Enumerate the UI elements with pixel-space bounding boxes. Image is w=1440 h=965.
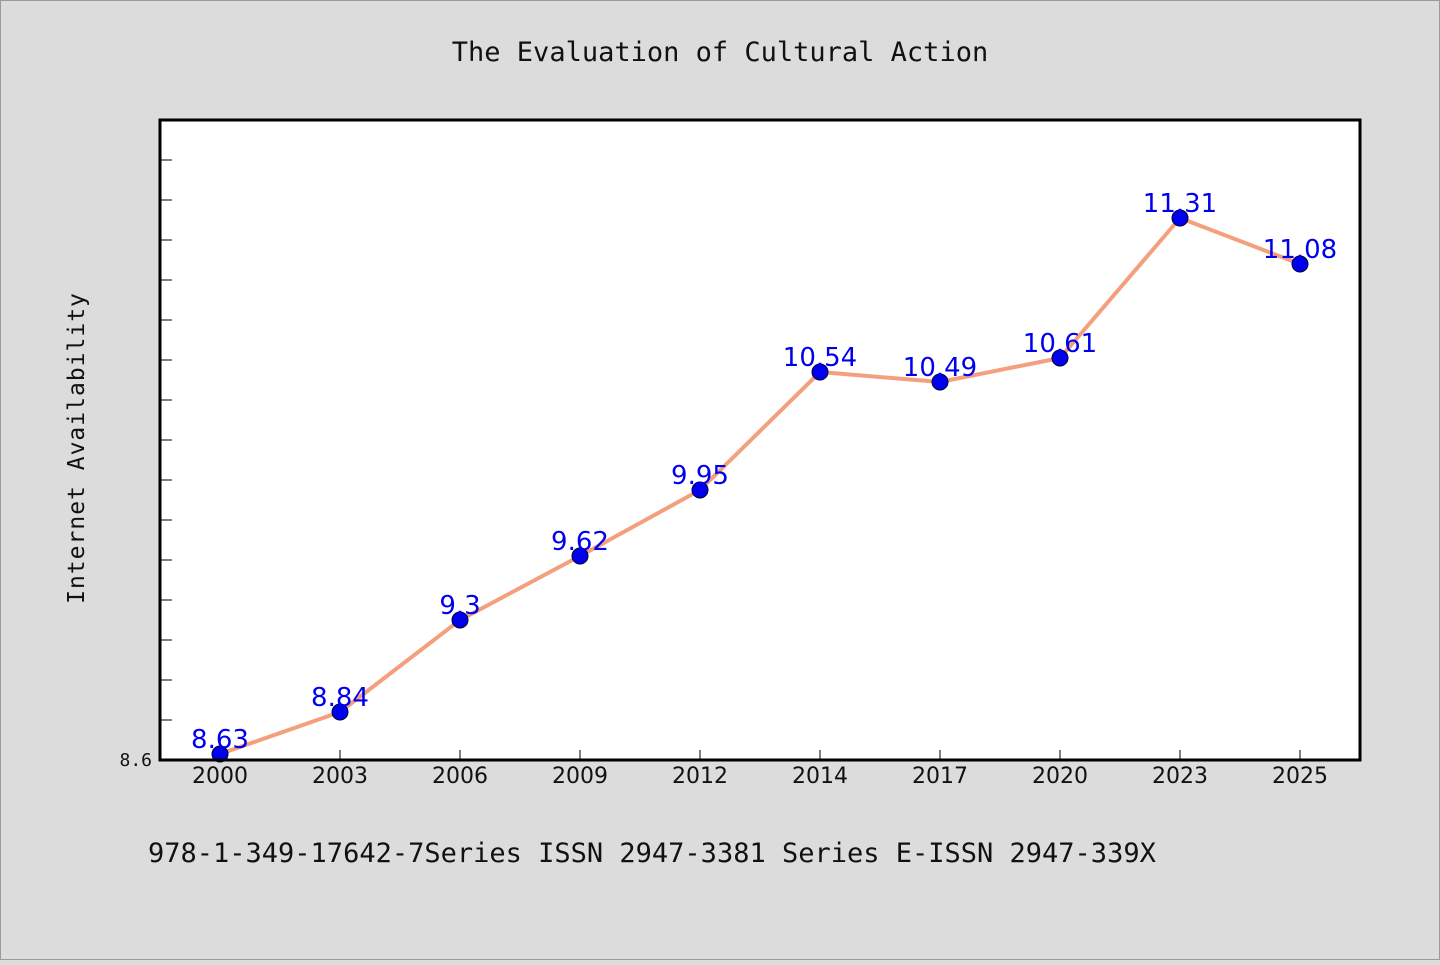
plot-area [160,120,1360,760]
data-label: 8.63 [191,725,249,755]
x-tick-label: 2009 [552,764,608,789]
data-label: 10.49 [903,353,977,383]
data-label: 9.62 [551,527,609,557]
data-point [1291,255,1309,273]
data-point [931,373,949,391]
series-line [218,216,1302,756]
data-label: 9.3 [439,591,480,621]
data-point [691,481,709,499]
data-label: 11.08 [1263,235,1337,265]
data-label: 9.95 [671,461,729,491]
data-label: 10.54 [783,343,857,373]
x-axis-tick-labels: 2000 2003 2006 2009 2012 2014 2017 2020 2023 2025 [192,764,1328,789]
x-tick-label: 2003 [312,764,368,789]
data-point [811,363,829,381]
x-tick-label: 2020 [1032,764,1088,789]
data-label: 8.84 [311,683,369,713]
data-points [211,209,1309,763]
x-tick-label: 2025 [1272,764,1328,789]
x-tick-label: 2014 [792,764,848,789]
data-point [451,611,469,629]
x-tick-label: 2000 [192,764,248,789]
data-point [571,547,589,565]
data-point [1051,349,1069,367]
y-axis-label: Internet Availability [64,292,90,604]
plot-frame [158,118,1362,762]
chart-title: The Evaluation of Cultural Action [452,37,988,68]
x-tick-label: 2017 [912,764,968,789]
x-axis-ticks [219,750,1301,760]
data-point [211,745,229,763]
data-label: 11.31 [1143,189,1217,219]
x-tick-label: 2006 [432,764,488,789]
data-labels: 8.63 8.84 9.3 9.62 9.95 10.54 10.49 10.61 11.31 1… [191,189,1337,755]
x-tick-label: 2023 [1152,764,1208,789]
data-point [331,703,349,721]
y-tick-label: 8.6 [119,750,152,771]
x-tick-label: 2012 [672,764,728,789]
data-point [1171,209,1189,227]
y-axis-tick-labels: 8.6 [119,750,152,771]
data-label: 10.61 [1023,329,1097,359]
footer-isbn-text: 978-1-349-17642-7Series ISSN 2947-3381 S… [148,838,1156,869]
